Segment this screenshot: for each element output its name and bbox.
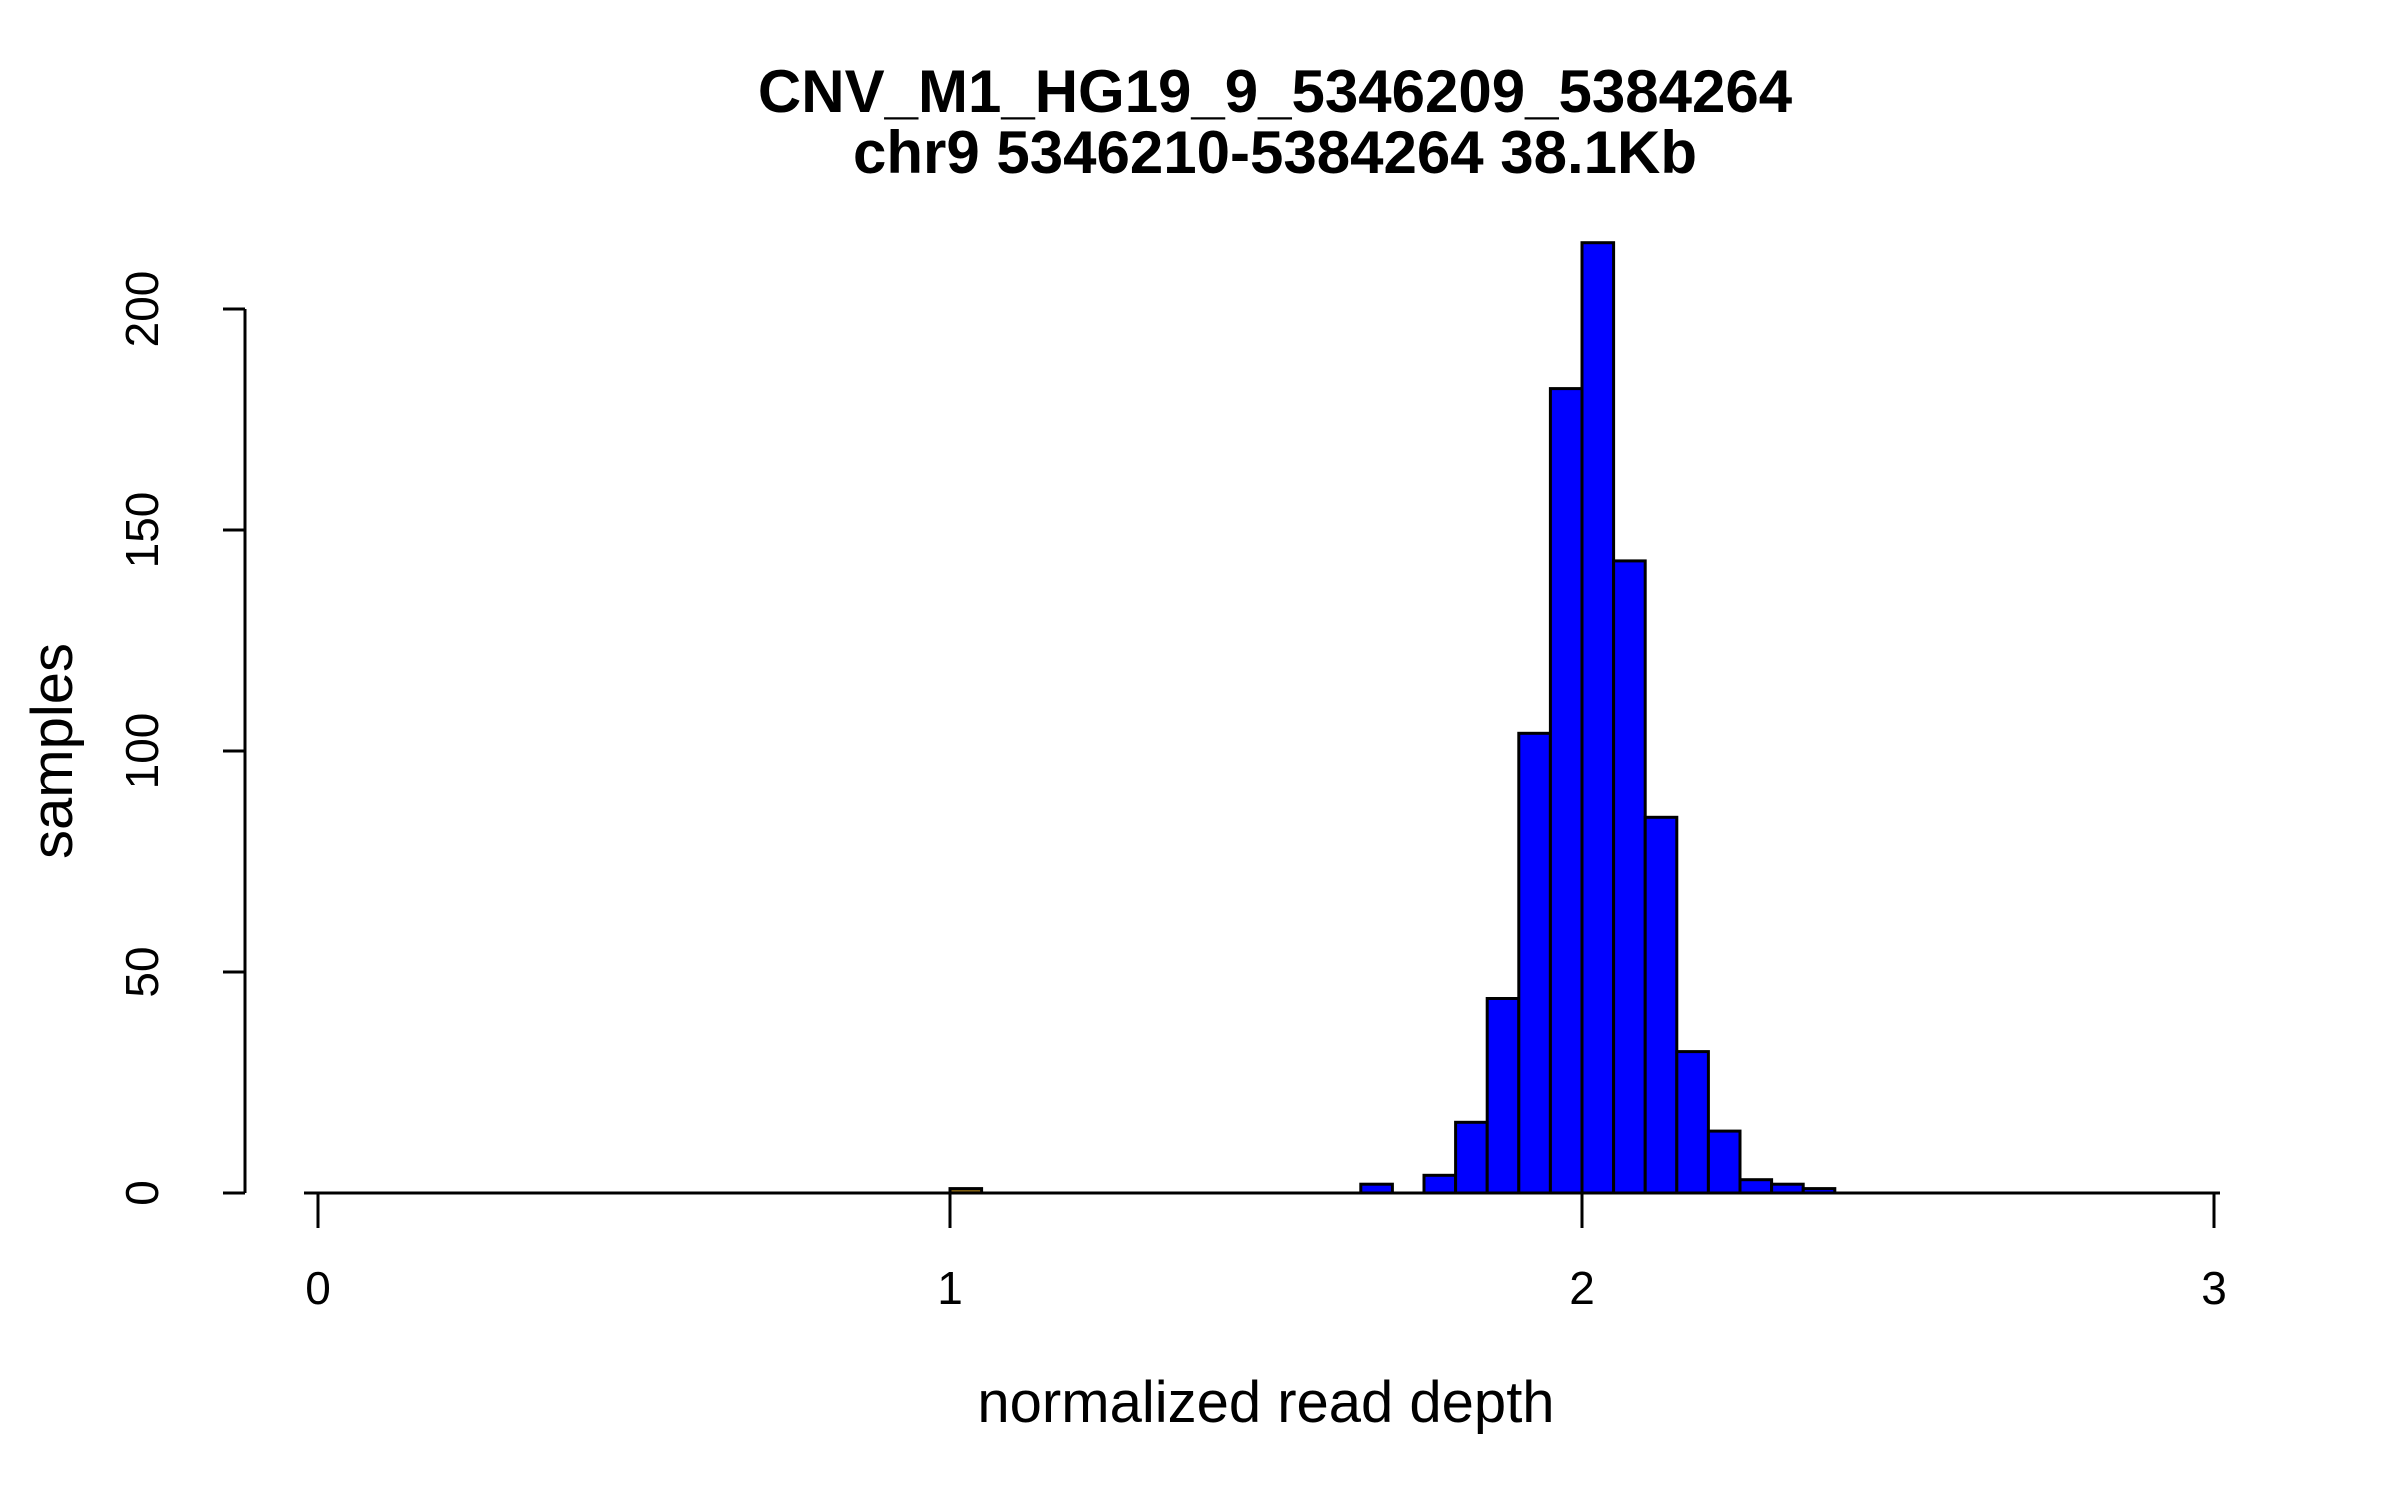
y-axis-title: samples <box>20 643 85 859</box>
histogram-bar <box>1454 1120 1489 1195</box>
y-tick-label: 150 <box>116 492 168 569</box>
histogram-bar <box>1359 1182 1394 1195</box>
histogram-bar <box>1422 1173 1458 1195</box>
x-tick-label: 3 <box>2201 1262 2227 1314</box>
histogram-bar <box>1706 1129 1742 1195</box>
y-tick-label: 100 <box>116 713 168 790</box>
x-axis-ticks: 0 1 2 3 <box>305 1193 2227 1314</box>
histogram-bar <box>1612 559 1647 1195</box>
x-tick-label: 0 <box>305 1262 331 1314</box>
histogram-bar <box>1738 1178 1774 1195</box>
histogram-bar <box>1548 387 1584 1195</box>
histogram-bar <box>1675 1050 1710 1195</box>
chart-subtitle: chr9 5346210-5384264 38.1Kb <box>853 119 1697 186</box>
y-tick-label: 200 <box>116 271 168 348</box>
histogram-bars <box>948 241 1837 1195</box>
histogram-bar <box>1485 997 1521 1195</box>
histogram-bar <box>1517 731 1552 1195</box>
histogram-bar <box>1580 241 1616 1195</box>
histogram-bar-highlight <box>948 1187 984 1195</box>
histogram-bar <box>1643 815 1679 1195</box>
histogram-bar <box>1770 1182 1805 1195</box>
x-tick-label: 1 <box>937 1262 963 1314</box>
x-tick-label: 2 <box>1569 1262 1595 1314</box>
y-axis-ticks: 0 50 100 150 200 <box>116 271 245 1206</box>
histogram-bar <box>1801 1187 1837 1195</box>
y-tick-label: 50 <box>116 946 168 997</box>
x-axis-title: normalized read depth <box>977 1370 1554 1435</box>
chart-title: CNV_M1_HG19_9_5346209_5384264 <box>758 58 1793 125</box>
y-tick-label: 0 <box>116 1180 168 1206</box>
